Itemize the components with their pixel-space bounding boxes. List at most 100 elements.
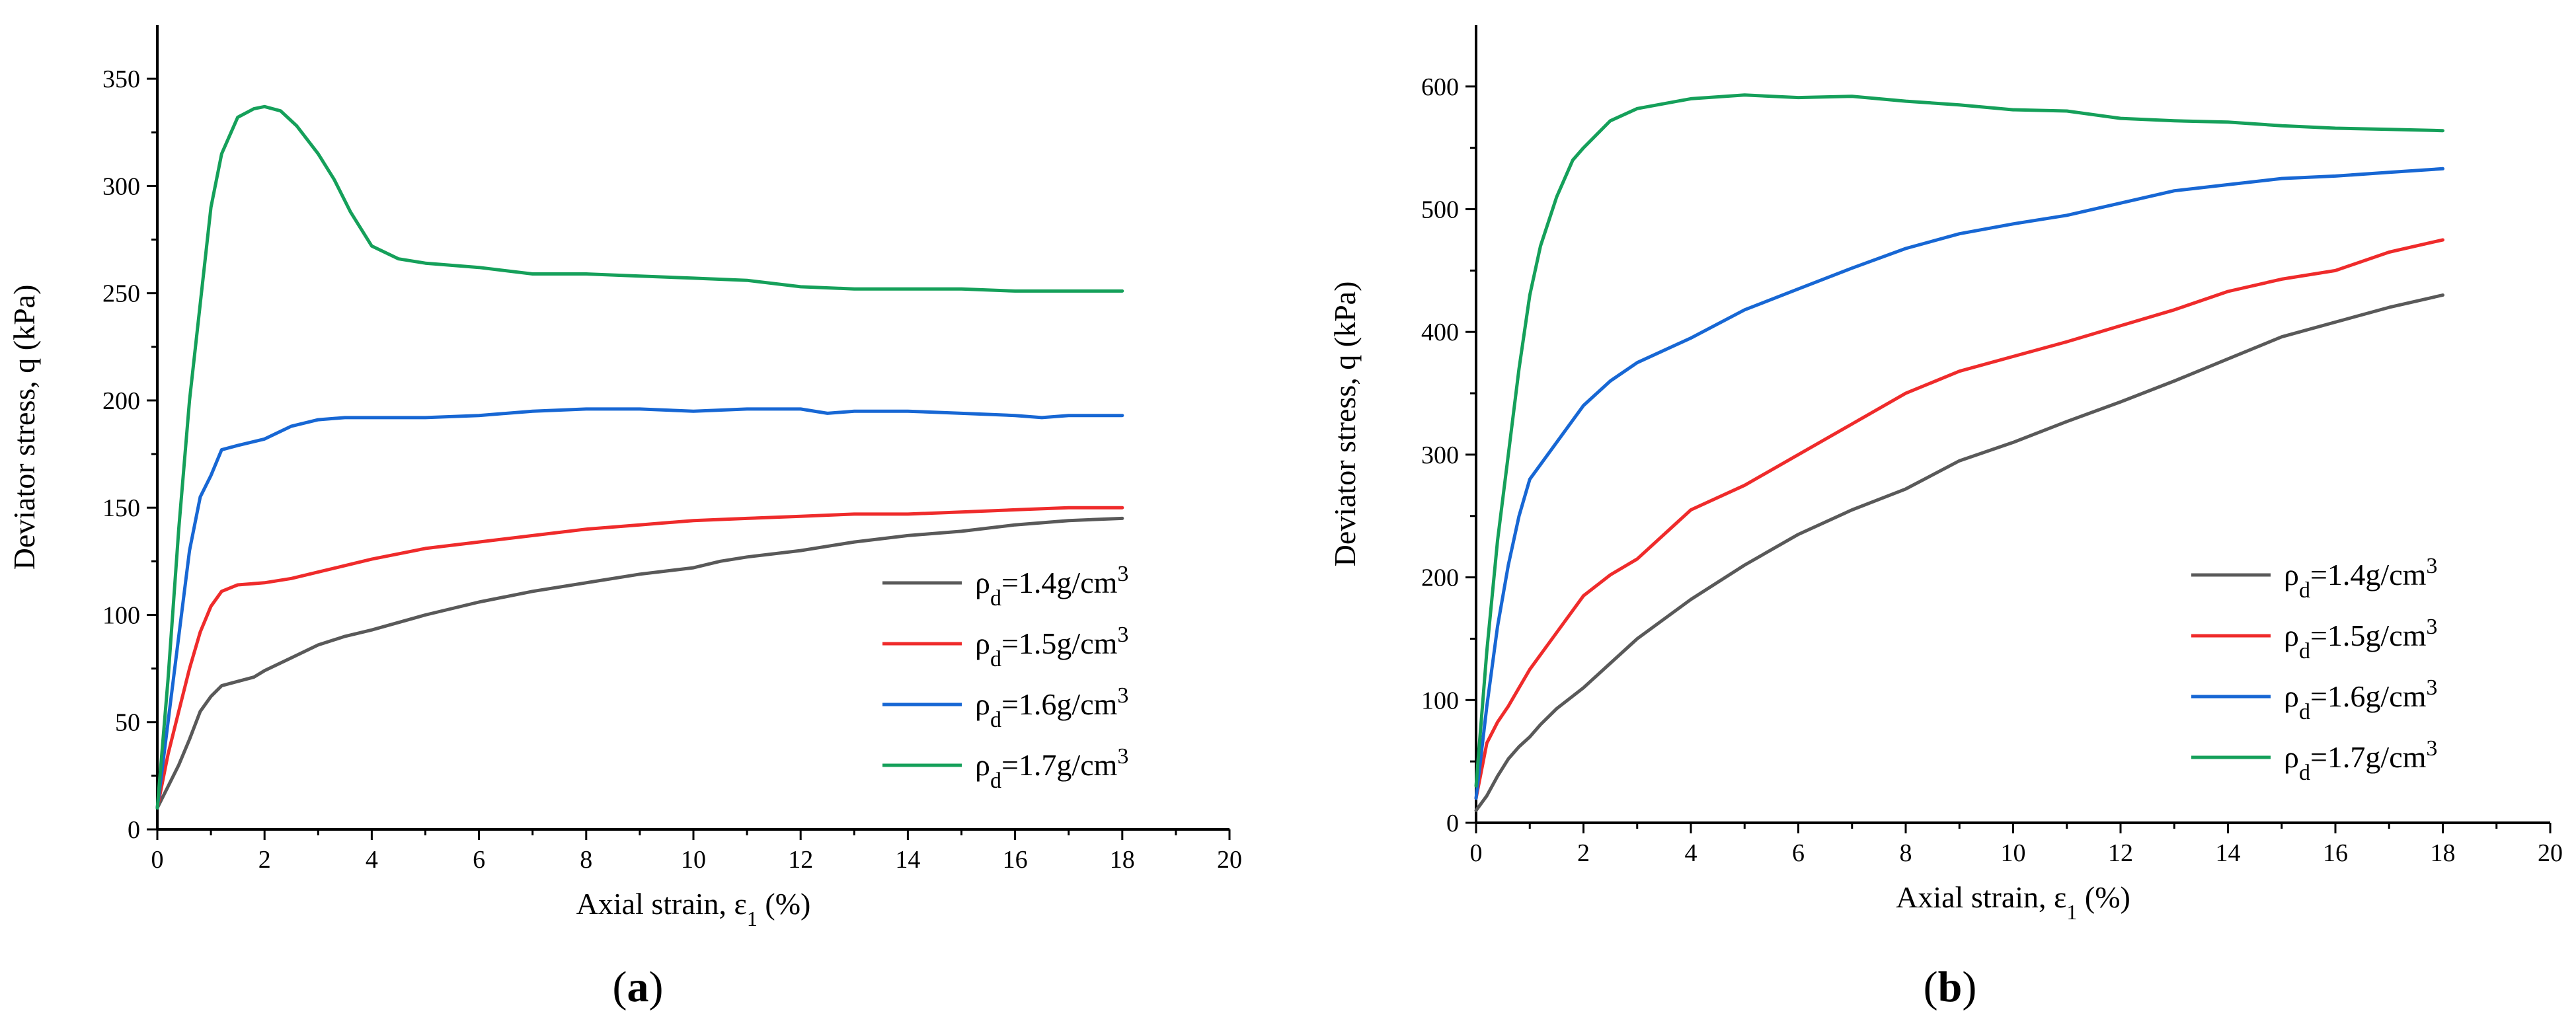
x-tick-label: 8 (1900, 839, 1912, 867)
y-tick-label: 0 (128, 816, 140, 844)
x-tick-label: 18 (1110, 846, 1135, 874)
x-tick-label: 20 (1217, 846, 1242, 874)
legend-value: =1.4g/cm (1001, 566, 1118, 599)
series-line-1.43 (1474, 293, 2444, 812)
y-tick-label: 300 (1421, 441, 1459, 469)
x-tick-label: 2 (1577, 839, 1590, 867)
legend-entry: ρd=1.6g/cm3 (2284, 675, 2437, 724)
x-tick-label: 12 (2108, 839, 2133, 867)
x-axis-title-subscript: 1 (747, 907, 758, 931)
legend-entry: ρd=1.6g/cm3 (975, 683, 1128, 732)
legend-subscript: d (2299, 700, 2310, 724)
legend-value: =1.4g/cm (2310, 558, 2427, 591)
legend-rho: ρ (975, 748, 990, 782)
x-axis-title-text: Axial strain, ε (576, 887, 747, 921)
legend-superscript: 3 (2426, 736, 2437, 761)
x-axis-title-unit: (%) (2077, 880, 2130, 914)
legend-entry: ρd=1.7g/cm3 (975, 744, 1128, 793)
y-tick-label: 300 (102, 172, 140, 200)
legend-value: =1.6g/cm (2310, 679, 2427, 713)
legend-rho: ρ (2284, 740, 2299, 774)
y-tick-label: 150 (102, 494, 140, 522)
legend-superscript: 3 (2426, 615, 2437, 639)
x-tick-label: 16 (2323, 839, 2348, 867)
series-line-1.63 (155, 407, 1124, 810)
legend-rho: ρ (975, 627, 990, 660)
y-tick-label: 100 (102, 601, 140, 629)
x-tick-label: 18 (2431, 839, 2456, 867)
legend-rho: ρ (2284, 558, 2299, 591)
y-tick-label: 500 (1421, 196, 1459, 224)
x-tick-label: 2 (258, 846, 271, 874)
x-tick-label: 14 (895, 846, 920, 874)
y-tick-label: 350 (102, 65, 140, 93)
series-line-1.53 (1474, 238, 2444, 800)
legend-value: =1.6g/cm (1001, 687, 1118, 721)
y-tick-label: 600 (1421, 73, 1459, 101)
legend-entry: ρd=1.5g/cm3 (975, 623, 1128, 671)
x-tick-label: 8 (580, 846, 592, 874)
legend-superscript: 3 (2426, 554, 2437, 578)
legend-rho: ρ (2284, 619, 2299, 652)
legend-value: =1.5g/cm (2310, 619, 2427, 652)
panel-label-paren: ( (1924, 963, 1938, 1011)
series-line-1.43 (155, 516, 1124, 810)
y-tick-label: 250 (102, 280, 140, 308)
legend-superscript: 3 (1117, 683, 1128, 708)
legend-entry: ρd=1.7g/cm3 (2284, 736, 2437, 785)
legend-subscript: d (990, 769, 1001, 793)
x-tick-label: 10 (2001, 839, 2026, 867)
legend-subscript: d (2299, 639, 2310, 664)
legend-superscript: 3 (1117, 623, 1128, 647)
legend-subscript: d (2299, 761, 2310, 785)
panel-a: 0 2 4 6 8 10 12 14 16 18 20050100150200250300350Ax… (7, 25, 1242, 1011)
y-tick-label: 200 (1421, 564, 1459, 592)
y-axis-title: Deviator stress, q (kPa) (7, 285, 41, 570)
panel-label-paren: ( (613, 963, 627, 1011)
legend-value: =1.7g/cm (2310, 740, 2427, 774)
x-tick-label: 12 (788, 846, 813, 874)
x-axis-title-text: Axial strain, ε (1896, 880, 2066, 914)
series-line-1.73 (155, 104, 1124, 810)
panel-label: (b) (1924, 963, 1977, 1011)
legend-rho: ρ (975, 566, 990, 599)
y-tick-label: 50 (115, 709, 140, 737)
legend-superscript: 3 (2426, 675, 2437, 700)
legend-rho: ρ (975, 687, 990, 721)
x-tick-label: 0 (151, 846, 164, 874)
legend-subscript: d (990, 708, 1001, 732)
x-tick-label: 14 (2216, 839, 2241, 867)
series-line-1.53 (155, 506, 1124, 810)
legend-subscript: d (990, 586, 1001, 611)
x-axis-title: Axial strain, ε1 (%) (576, 887, 811, 931)
x-tick-label: 4 (366, 846, 378, 874)
panel-b: 0 2 4 6 8 10 12 14 16 18 200100200300400500600Axia… (1328, 25, 2563, 1011)
panel-label-letter: b (1938, 963, 1963, 1011)
y-tick-label: 200 (102, 387, 140, 415)
x-tick-label: 10 (681, 846, 706, 874)
y-tick-label: 0 (1446, 810, 1459, 837)
y-axis-title: Deviator stress, q (kPa) (1328, 282, 1362, 567)
legend-superscript: 3 (1117, 562, 1128, 586)
y-tick-label: 100 (1421, 687, 1459, 714)
x-tick-label: 20 (2538, 839, 2563, 867)
x-tick-label: 4 (1685, 839, 1698, 867)
x-axis-title-subscript: 1 (2066, 900, 2077, 924)
legend-rho: ρ (2284, 679, 2299, 713)
x-tick-label: 16 (1003, 846, 1028, 874)
legend-superscript: 3 (1117, 744, 1128, 769)
panel-label-paren: ) (1962, 963, 1976, 1011)
series-line-1.63 (1474, 167, 2444, 800)
legend-entry: ρd=1.5g/cm3 (2284, 615, 2437, 664)
panel-label: (a) (613, 963, 664, 1011)
x-tick-label: 6 (1792, 839, 1805, 867)
legend-subscript: d (2299, 578, 2310, 603)
legend-value: =1.5g/cm (1001, 627, 1118, 660)
legend-value: =1.7g/cm (1001, 748, 1118, 782)
x-tick-label: 6 (473, 846, 485, 874)
y-tick-label: 400 (1421, 319, 1459, 346)
legend-entry: ρd=1.4g/cm3 (975, 562, 1128, 611)
x-axis-title-unit: (%) (758, 887, 810, 921)
legend-subscript: d (990, 647, 1001, 671)
